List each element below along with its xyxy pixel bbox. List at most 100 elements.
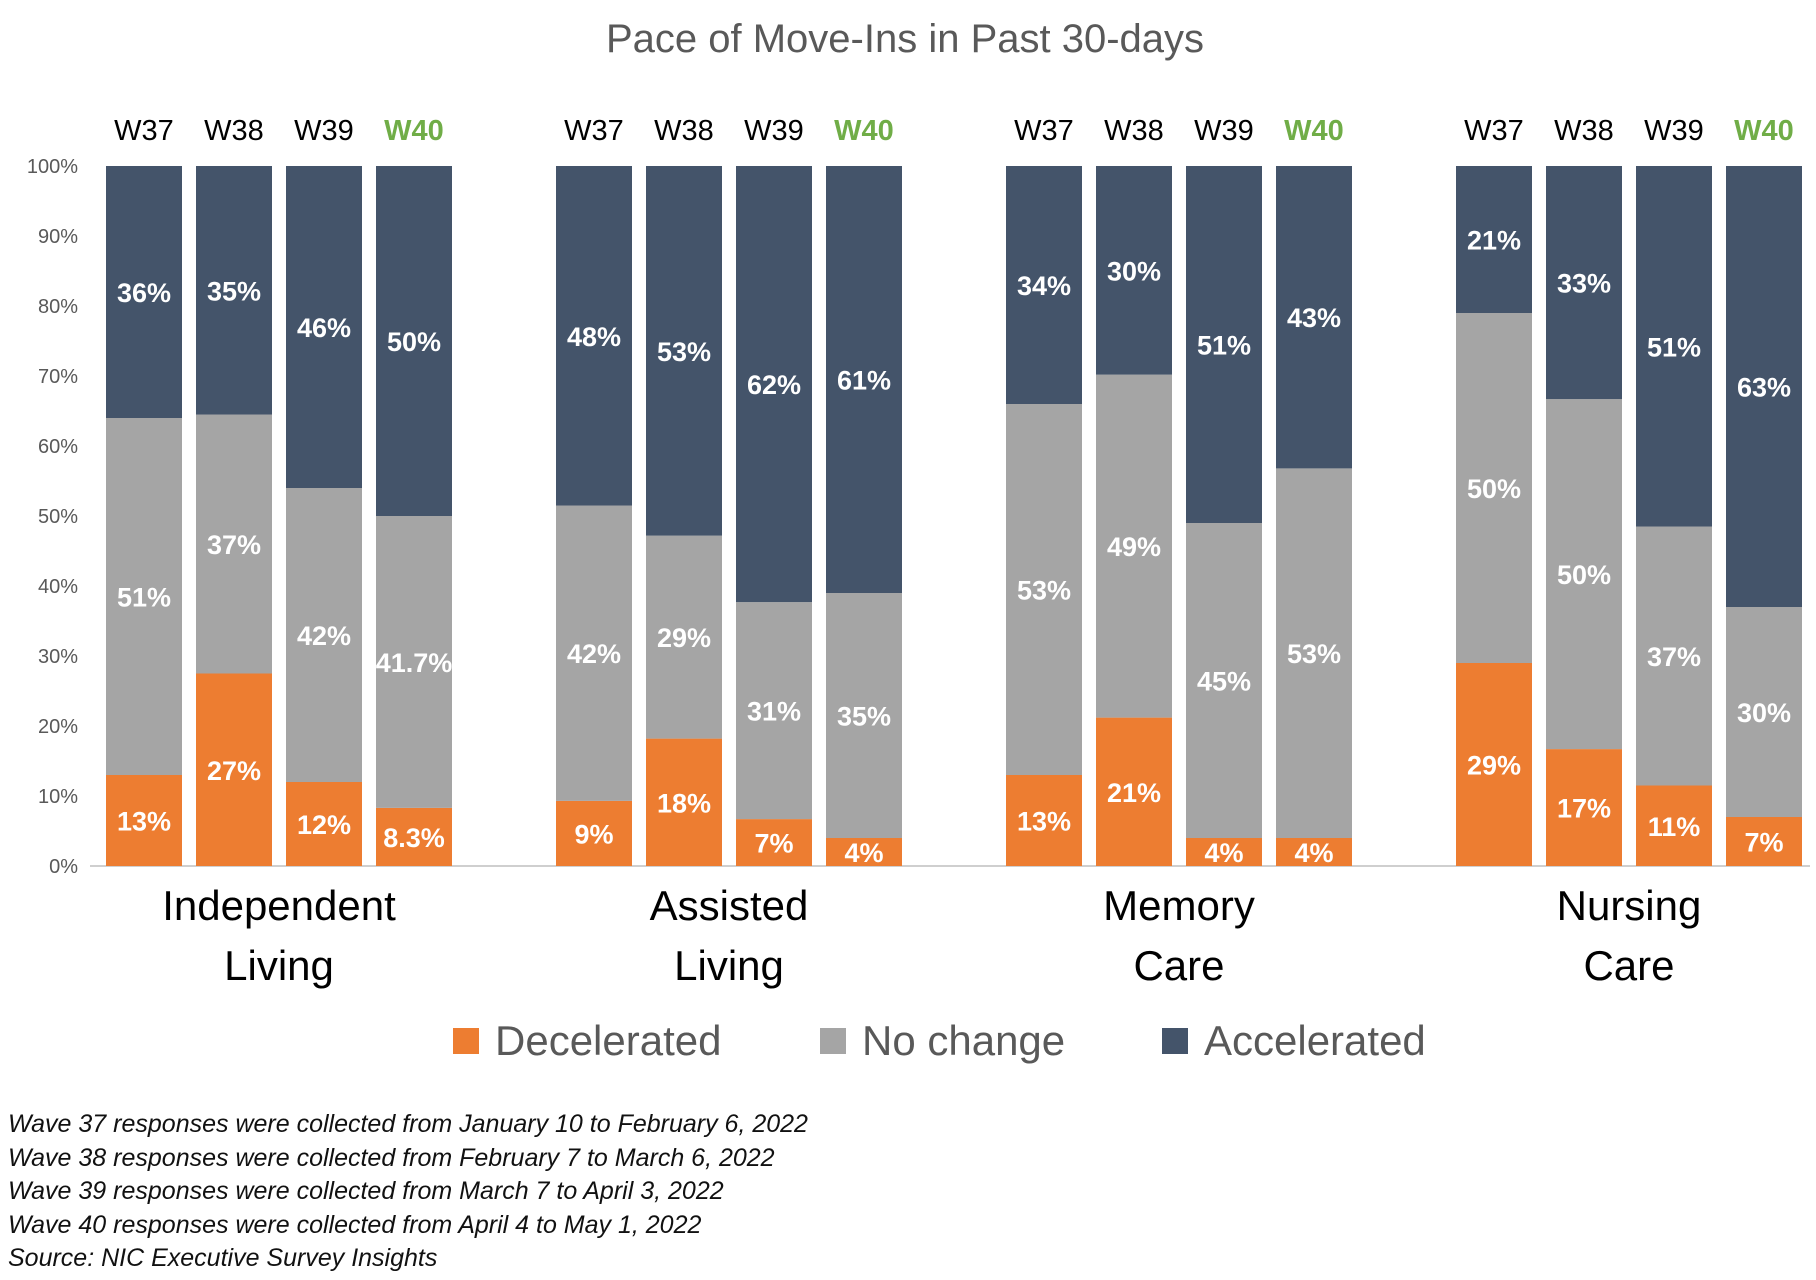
legend-swatch [820,1028,846,1054]
data-label: 31% [747,697,801,727]
y-tick-label: 50% [38,506,78,528]
bar-segment-accelerated [646,166,722,536]
bar-segment-accelerated [1186,166,1262,523]
wave-label: W39 [1194,115,1254,147]
chart-title: Pace of Move-Ins in Past 30-days [606,17,1204,61]
bar-segment-no-change [1276,468,1352,838]
category-label: Living [224,942,334,989]
bar-segment-no-change [286,488,362,782]
category-label: Nursing [1557,882,1702,929]
data-label: 29% [1467,751,1521,781]
bar-segment-no-change [646,535,722,739]
y-tick-label: 100% [27,156,78,178]
data-label: 53% [1017,576,1071,606]
bar-group: W37 29% 50% 21% W38 17% 50% 33% W39 11% 37% 51% W40 7… [1456,115,1802,989]
data-label: 36% [117,278,171,308]
bar-segment-accelerated [556,166,632,506]
bar-segment-accelerated [286,166,362,488]
bar-segment-accelerated [1456,166,1532,313]
bar-group: W37 13% 53% 34% W38 21% 49% 30% W39 4% 45% 51% W40 4%… [1006,115,1352,989]
bar-segment-decelerated [826,838,902,866]
data-label: 41.7% [376,648,453,678]
data-label: 17% [1557,794,1611,824]
footnote-wave-40: Wave 40 responses were collected from Ap… [8,1210,702,1239]
wave-label: W37 [1464,115,1524,147]
legend-label: Accelerated [1204,1017,1426,1064]
data-label: 45% [1197,667,1251,697]
wave-label: W40 [834,115,894,147]
y-tick-label: 0% [49,856,78,878]
category-label: Assisted [650,882,809,929]
bar-segment-no-change [106,418,182,775]
bar-segment-decelerated [646,738,722,866]
y-tick-label: 20% [38,716,78,738]
data-label: 13% [1017,807,1071,837]
category-label: Memory [1103,882,1255,929]
y-tick-label: 40% [38,576,78,598]
footnotes: Wave 37 responses were collected from Ja… [8,1108,808,1276]
wave-label: W37 [114,115,174,147]
wave-label: W39 [294,115,354,147]
y-tick-label: 60% [38,436,78,458]
wave-label: W37 [564,115,624,147]
footnote-source: Source: NIC Executive Survey Insights [8,1244,438,1272]
data-label: 49% [1107,532,1161,562]
data-label: 51% [1647,332,1701,362]
wave-label: W40 [1734,115,1794,147]
bar-segment-no-change [1456,313,1532,663]
data-label: 46% [297,313,351,343]
data-label: 8.3% [383,823,445,853]
bar-segment-no-change [1546,399,1622,750]
category-label: Care [1583,942,1674,989]
data-label: 29% [657,623,711,653]
data-label: 7% [754,829,793,859]
bar-segment-decelerated [1546,749,1622,866]
bar-segment-accelerated [1546,166,1622,400]
y-tick-label: 80% [38,296,78,318]
data-label: 27% [207,756,261,786]
bar-segment-no-change [1636,526,1712,786]
bar-segment-accelerated [1006,166,1082,404]
data-label: 13% [117,807,171,837]
category-label: Care [1133,942,1224,989]
wave-label: W40 [1284,115,1344,147]
data-label: 42% [567,639,621,669]
data-label: 53% [1287,639,1341,669]
bar-segment-no-change [736,602,812,820]
category-label: Living [674,942,784,989]
wave-label: W37 [1014,115,1074,147]
data-label: 9% [574,819,613,849]
wave-label: W38 [204,115,264,147]
bar-segment-decelerated [1276,838,1352,866]
legend-label: No change [862,1017,1065,1064]
data-label: 43% [1287,303,1341,333]
data-label: 35% [837,702,891,732]
bar-segment-no-change [1096,374,1172,718]
bar-segment-accelerated [736,166,812,603]
category-label: Independent [162,882,396,929]
bar-segment-no-change [376,516,452,808]
bar-segment-accelerated [1636,166,1712,527]
bar-segment-no-change [196,414,272,674]
bar-segment-accelerated [106,166,182,418]
data-label: 37% [1647,642,1701,672]
data-label: 4% [1294,838,1333,868]
bar-segment-decelerated [1726,817,1802,866]
wave-label: W38 [654,115,714,147]
y-tick-label: 30% [38,646,78,668]
bar-group: W37 9% 42% 48% W38 18% 29% 53% W39 7% 31% 62% W40 4% 3… [556,115,902,989]
data-label: 42% [297,621,351,651]
data-label: 18% [657,788,711,818]
bar-segment-no-change [556,505,632,801]
bar-segment-decelerated [556,800,632,866]
bar-segment-decelerated [286,782,362,866]
bar-segment-accelerated [376,166,452,516]
data-label: 50% [387,327,441,357]
bar-segment-decelerated [1636,785,1712,866]
bar-group: W37 13% 51% 36% W38 27% 37% 35% W39 12% 42% 46% W40 8… [106,115,452,989]
data-label: 35% [207,276,261,306]
data-label: 62% [747,370,801,400]
wave-label: W39 [744,115,804,147]
bar-segment-decelerated [376,807,452,866]
data-label: 33% [1557,269,1611,299]
